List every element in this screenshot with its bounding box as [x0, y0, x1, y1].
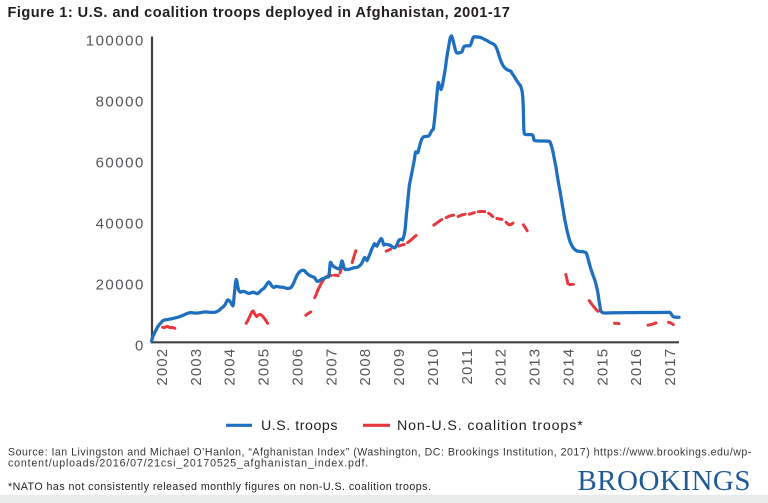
svg-text:2007: 2007 — [323, 348, 340, 386]
svg-text:2004: 2004 — [222, 348, 239, 386]
svg-text:80000: 80000 — [96, 93, 145, 110]
svg-text:40000: 40000 — [96, 215, 145, 232]
svg-text:Figure 1: U.S. and coalition t: Figure 1: U.S. and coalition troops depl… — [8, 5, 511, 21]
svg-text:2003: 2003 — [188, 348, 205, 386]
svg-text:BROOKINGS: BROOKINGS — [577, 465, 751, 497]
svg-text:2017: 2017 — [662, 348, 679, 386]
svg-text:2002: 2002 — [154, 348, 171, 386]
svg-text:2011: 2011 — [459, 348, 476, 385]
svg-text:2009: 2009 — [391, 348, 408, 386]
svg-text:20000: 20000 — [96, 276, 145, 293]
svg-text:60000: 60000 — [96, 154, 145, 171]
svg-text:U.S. troops: U.S. troops — [261, 418, 338, 434]
svg-text:Source: Ian Livingston and Mic: Source: Ian Livingston and Michael O’Han… — [8, 447, 752, 459]
svg-text:2006: 2006 — [290, 348, 307, 386]
svg-text:Non-U.S. coalition troops*: Non-U.S. coalition troops* — [397, 418, 584, 434]
svg-text:2014: 2014 — [560, 348, 577, 386]
svg-text:*NATO has not consistently rel: *NATO has not consistently released mont… — [8, 481, 431, 493]
svg-text:2010: 2010 — [425, 348, 442, 386]
svg-text:2008: 2008 — [357, 348, 374, 386]
svg-text:2005: 2005 — [256, 348, 273, 386]
svg-text:100000: 100000 — [86, 32, 145, 49]
svg-text:2016: 2016 — [628, 348, 645, 386]
svg-text:2013: 2013 — [527, 348, 544, 386]
svg-text:2012: 2012 — [493, 348, 510, 386]
svg-text:0: 0 — [135, 337, 145, 354]
svg-text:2015: 2015 — [594, 348, 611, 386]
svg-text:content/uploads/2016/07/21csi_: content/uploads/2016/07/21csi_20170525_a… — [8, 458, 369, 470]
